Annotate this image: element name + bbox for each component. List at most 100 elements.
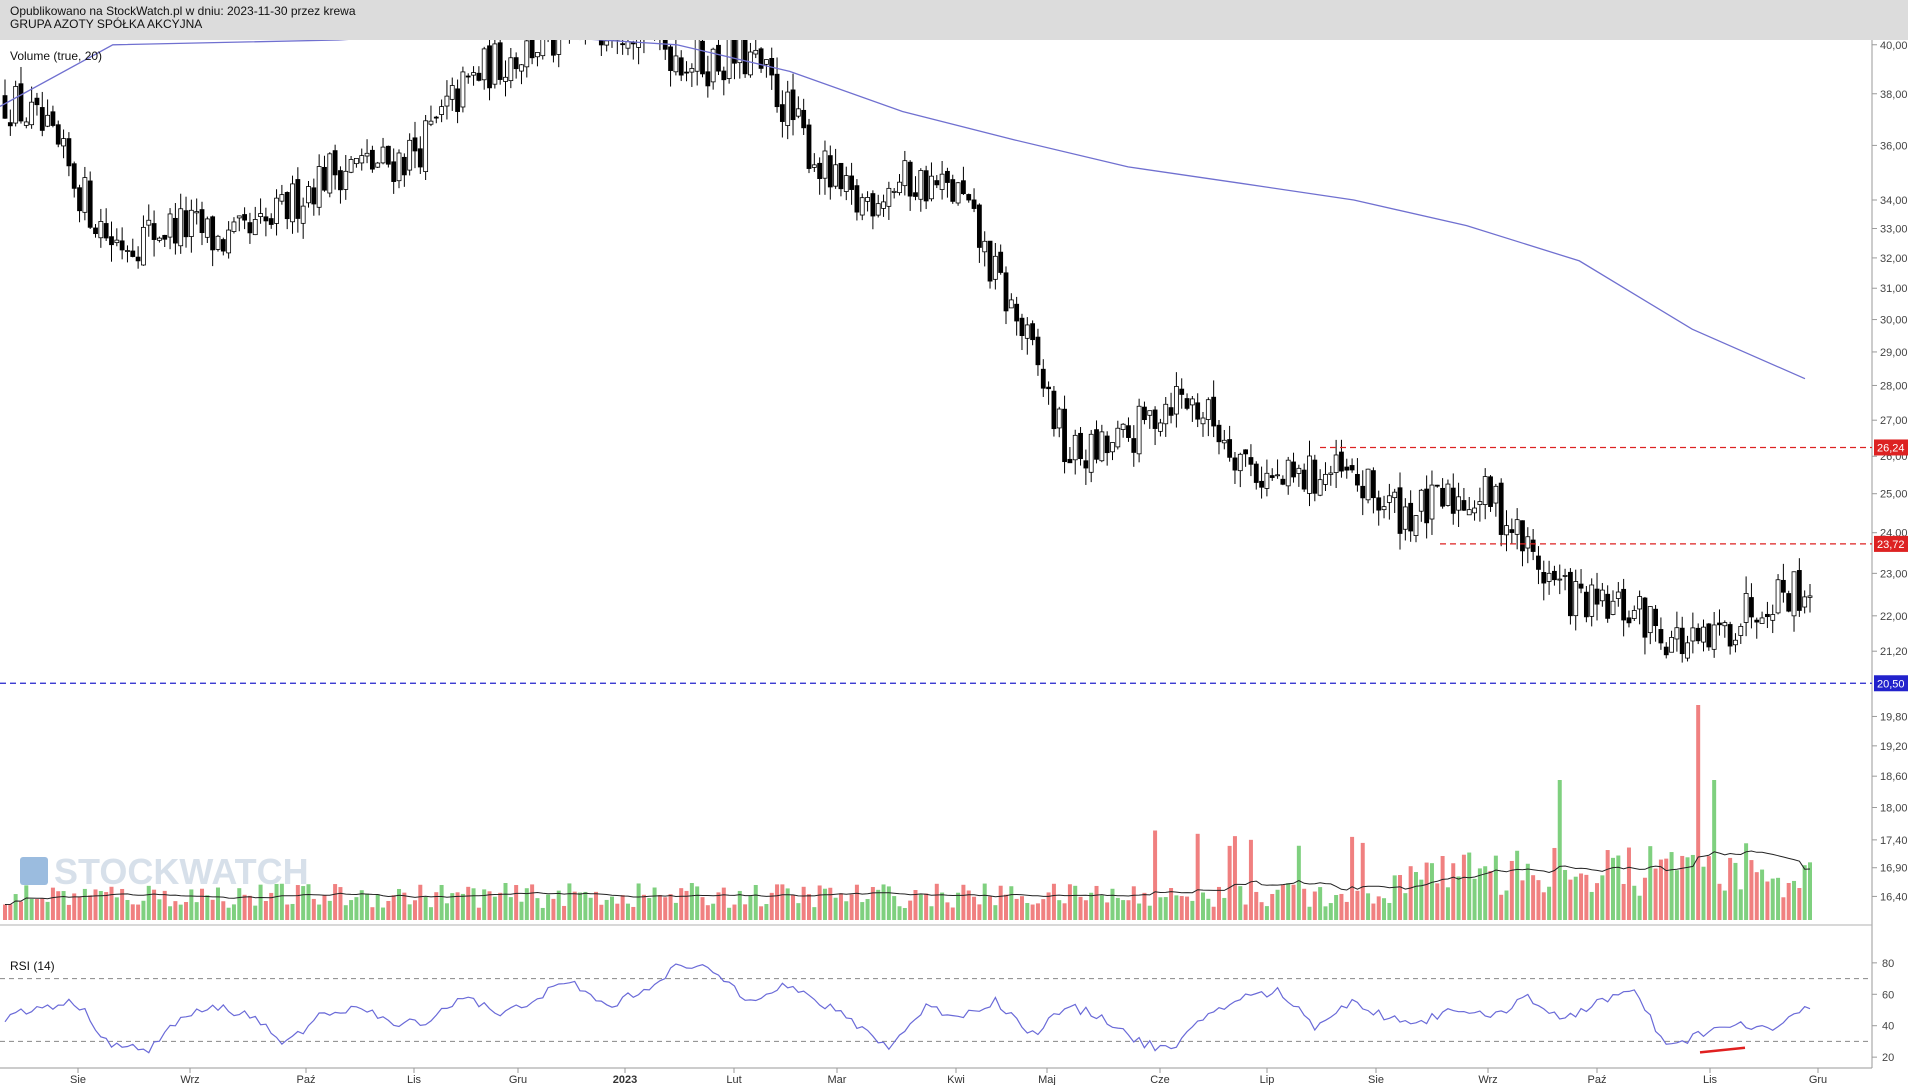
volume-bar [1296,845,1301,920]
month-label: Cze [1150,1074,1170,1085]
volume-bar [1429,863,1434,920]
level-label: 23,72 [1877,539,1905,551]
candle-body [620,43,626,46]
candle-body [642,18,646,37]
volume-bar [785,888,790,920]
volume-bar [519,901,524,920]
volume-bar [514,885,519,920]
volume-bar [961,884,966,920]
candle-body [1381,506,1387,511]
volume-bar [1536,880,1541,920]
candle-body [1780,579,1786,593]
volume-bar [716,892,721,920]
volume-bar [1126,900,1131,920]
candle-body [252,219,258,236]
candle-body [1786,593,1792,612]
volume-bar [13,894,18,920]
volume-bar [290,903,295,920]
candle-body [513,57,519,70]
volume-bar [194,902,199,920]
candle-body [732,40,737,64]
candle-body [1243,449,1249,455]
volume-bar [29,898,34,920]
volume-bar [988,896,993,920]
volume-bar [215,887,220,920]
volume-bar [1286,883,1291,920]
volume-bar [189,889,194,920]
volume-bar [1781,897,1786,920]
candle-body [1653,608,1658,627]
volume-bar [98,891,103,920]
volume-bar [1451,863,1456,920]
volume-bar [397,888,402,920]
volume-bar [1738,889,1743,920]
candle-body [481,48,487,81]
candle-body [284,192,290,220]
volume-bar [375,894,380,920]
volume-bar [1025,903,1030,920]
volume-bar [1701,866,1706,920]
volume-bar [578,892,583,920]
candle-body [598,40,604,46]
candle-body [1472,507,1477,514]
volume-bar [247,895,252,920]
volume-bar [1211,906,1216,920]
candle-body [268,218,274,225]
volume-bar [173,901,178,920]
candle-body [987,240,993,282]
candle-body [1003,272,1009,312]
volume-bar [620,895,625,920]
candle-body [1514,519,1520,535]
candle-body [1631,610,1637,619]
volume-bar [498,892,503,920]
candle-body [151,223,157,240]
volume-bar [865,899,870,920]
candle-body [465,75,471,78]
volume-bar [1413,872,1418,920]
candle-body [1115,427,1121,448]
volume-bar [615,903,620,920]
candle-body [220,239,226,252]
volume-bar [1163,897,1168,920]
candle-body [1317,479,1323,496]
volume-bar [136,904,141,920]
candle-body [183,210,189,238]
volume-bar [1169,888,1174,920]
candle-body [1227,439,1233,458]
volume-bar [439,884,444,920]
level-badge [1874,439,1908,456]
volume-bar [908,900,913,920]
candle-body [1679,627,1685,655]
candle-body [961,180,966,195]
volume-bar [1398,875,1403,920]
volume-bar [1105,902,1110,920]
volume-bar [1621,883,1626,920]
candle-body [982,240,988,253]
volume-bar [114,897,119,920]
candle-body [226,229,232,254]
candle-body [742,40,748,75]
candle-body [71,163,77,189]
candle-body [327,153,333,194]
volume-bar [444,903,449,920]
volume-bar [727,907,732,920]
volume-bar [956,892,961,920]
volume-bar [370,907,375,920]
volume-bar [56,891,61,920]
volume-bar [1238,886,1243,920]
volume-bar [1094,885,1099,920]
candle-body [753,49,759,55]
volume-bar [791,894,796,920]
candle-body [87,180,93,228]
price-tick-label: 33,00 [1880,224,1908,236]
candle-body [1567,571,1573,617]
candle-body [1802,596,1808,608]
candle-body [562,19,566,31]
volume-bar [1067,884,1072,920]
volume-bar [1264,906,1269,920]
candle-body [1530,539,1536,552]
candle-body [61,138,66,147]
candle-body [77,187,82,212]
candle-body [1493,485,1499,504]
